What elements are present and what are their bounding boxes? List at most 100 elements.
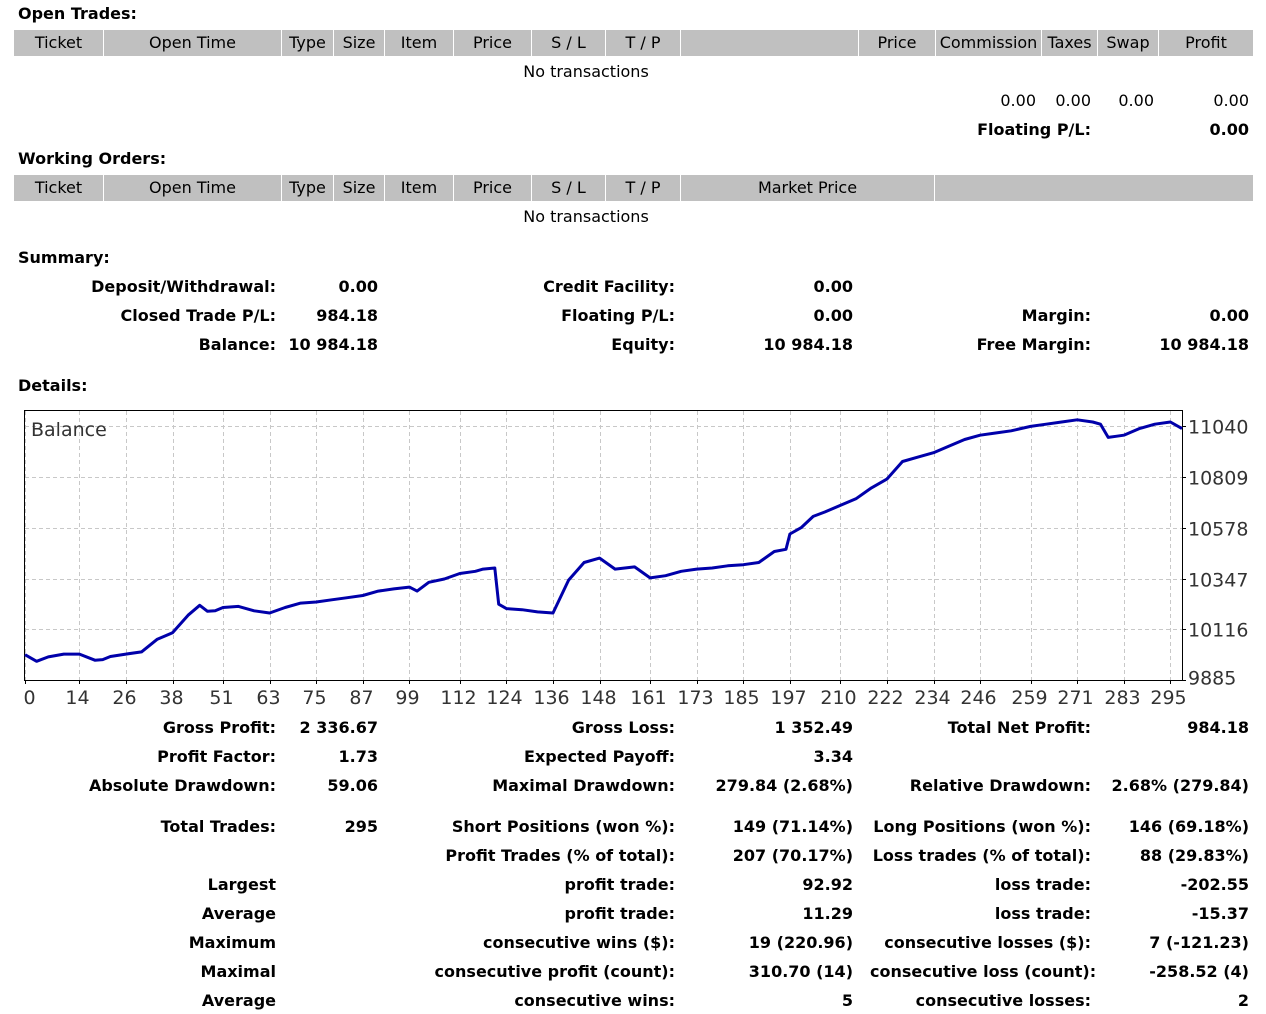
chart-x-tick-label: 63 (256, 687, 280, 709)
chart-title: Balance (31, 419, 107, 441)
col-tp[interactable]: T / P (605, 30, 680, 56)
gross-loss-value: 1 352.49 (774, 718, 853, 737)
chart-grid (25, 411, 1182, 681)
col-swap[interactable]: Swap (1097, 30, 1158, 56)
long-positions-value: 146 (69.18%) (1128, 817, 1249, 836)
wo-col-price[interactable]: Price (453, 175, 531, 201)
chart-x-tick-label: 210 (820, 687, 856, 709)
chart-y-tick-label: 10809 (1188, 468, 1248, 490)
col-size[interactable]: Size (333, 30, 384, 56)
largest-loss-label: loss trade: (994, 875, 1091, 894)
chart-x-tick-label: 259 (1011, 687, 1047, 709)
chart-x-tick-label: 271 (1057, 687, 1093, 709)
chart-y-tick-label: 10116 (1188, 620, 1248, 642)
chart-y-tick-label: 10578 (1188, 519, 1248, 541)
chart-plot-frame (24, 410, 1183, 681)
wo-col-size[interactable]: Size (333, 175, 384, 201)
chart-series-balance (24, 418, 1183, 663)
chart-x-tick-label: 38 (159, 687, 183, 709)
chart-x-tick-label: 148 (580, 687, 616, 709)
details-title: Details: (18, 376, 88, 395)
wo-col-item[interactable]: Item (384, 175, 453, 201)
expected-payoff-value: 3.34 (813, 747, 853, 766)
chart-x-tick-label: 283 (1104, 687, 1140, 709)
balance-label: Balance: (198, 335, 276, 354)
relative-drawdown-value: 2.68% (279.84) (1111, 776, 1249, 795)
summary-title: Summary: (18, 248, 110, 267)
working-orders-header: Ticket Open Time Type Size Item Price S … (14, 175, 1253, 201)
open-trades-title: Open Trades: (18, 4, 137, 23)
loss-trades-value: 88 (29.83%) (1139, 846, 1249, 865)
total-trades-label: Total Trades: (160, 817, 276, 836)
open-trades-empty: No transactions (523, 62, 649, 81)
max-cons-losses-label: consecutive losses ($): (884, 933, 1091, 952)
maximal-label: Maximal (200, 962, 276, 981)
closed-pl-value: 984.18 (316, 306, 378, 325)
total-swap: 0.00 (1118, 91, 1154, 110)
avg-cons-losses-value: 2 (1237, 991, 1249, 1010)
total-taxes: 0.00 (1055, 91, 1091, 110)
chart-x-tick-label: 136 (533, 687, 569, 709)
chart-y-tick-label: 11040 (1188, 417, 1248, 439)
avg-cons-losses-label: consecutive losses: (915, 991, 1091, 1010)
wo-col-ticket[interactable]: Ticket (34, 178, 83, 197)
col-ticket[interactable]: Ticket (34, 33, 83, 52)
working-orders-title: Working Orders: (18, 149, 167, 168)
largest-label: Largest (207, 875, 276, 894)
wo-col-tp[interactable]: T / P (605, 175, 680, 201)
chart-x-tick-label: 51 (209, 687, 233, 709)
total-commission: 0.00 (1000, 91, 1036, 110)
wo-col-sl[interactable]: S / L (531, 175, 605, 201)
col-type[interactable]: Type (281, 30, 333, 56)
floating-pl-value: 0.00 (1209, 120, 1249, 139)
summary-floating-label: Floating P/L: (561, 306, 675, 325)
largest-profit-label: profit trade: (564, 875, 675, 894)
largest-profit-value: 92.92 (802, 875, 853, 894)
col-taxes[interactable]: Taxes (1041, 30, 1097, 56)
col-price-current[interactable]: Price (858, 30, 935, 56)
col-item[interactable]: Item (384, 30, 453, 56)
absolute-drawdown-label: Absolute Drawdown: (88, 776, 276, 795)
col-commission[interactable]: Commission (935, 30, 1041, 56)
col-open-time[interactable]: Open Time (103, 30, 281, 56)
credit-label: Credit Facility: (543, 277, 675, 296)
chart-x-tick-label: 222 (867, 687, 903, 709)
col-sl[interactable]: S / L (531, 30, 605, 56)
wo-col-open-time[interactable]: Open Time (103, 175, 281, 201)
col-price[interactable]: Price (453, 30, 531, 56)
avg-cons-wins-value: 5 (841, 991, 853, 1010)
gross-profit-value: 2 336.67 (299, 718, 378, 737)
total-trades-value: 295 (344, 817, 378, 836)
wo-col-market-price[interactable]: Market Price (680, 175, 934, 201)
wo-col-blank (934, 175, 1253, 201)
profit-trades-value: 207 (70.17%) (732, 846, 853, 865)
equity-value: 10 984.18 (763, 335, 853, 354)
open-trades-header: Ticket Open Time Type Size Item Price S … (14, 30, 1253, 56)
average-label: Average (201, 904, 276, 923)
balance-value: 10 984.18 (288, 335, 378, 354)
total-net-profit-value: 984.18 (1187, 718, 1249, 737)
average-profit-value: 11.29 (802, 904, 853, 923)
floating-pl-label: Floating P/L: (977, 120, 1091, 139)
max-cons-wins-label: consecutive wins ($): (482, 933, 675, 952)
chart-x-tick-label: 0 (24, 687, 36, 709)
chart-x-tick-label: 197 (770, 687, 806, 709)
col-profit[interactable]: Profit (1158, 30, 1253, 56)
chart-y-tick-label: 10347 (1188, 570, 1248, 592)
expected-payoff-label: Expected Payoff: (524, 747, 675, 766)
average-profit-label: profit trade: (564, 904, 675, 923)
maximal-loss-value: -258.52 (4) (1149, 962, 1249, 981)
average2-label: Average (201, 991, 276, 1010)
balance-chart: Balance 9885 10116 10347 10578 10809 11040 0 1… (24, 410, 1248, 709)
relative-drawdown-label: Relative Drawdown: (909, 776, 1091, 795)
free-margin-label: Free Margin: (976, 335, 1091, 354)
chart-x-tick-label: 14 (65, 687, 89, 709)
chart-x-tick-label: 124 (486, 687, 522, 709)
wo-col-type[interactable]: Type (281, 175, 333, 201)
credit-value: 0.00 (813, 277, 853, 296)
largest-loss-value: -202.55 (1180, 875, 1249, 894)
maximal-drawdown-value: 279.84 (2.68%) (715, 776, 853, 795)
average-loss-value: -15.37 (1191, 904, 1249, 923)
chart-y-tick-label: 9885 (1188, 668, 1236, 690)
total-net-profit-label: Total Net Profit: (947, 718, 1091, 737)
